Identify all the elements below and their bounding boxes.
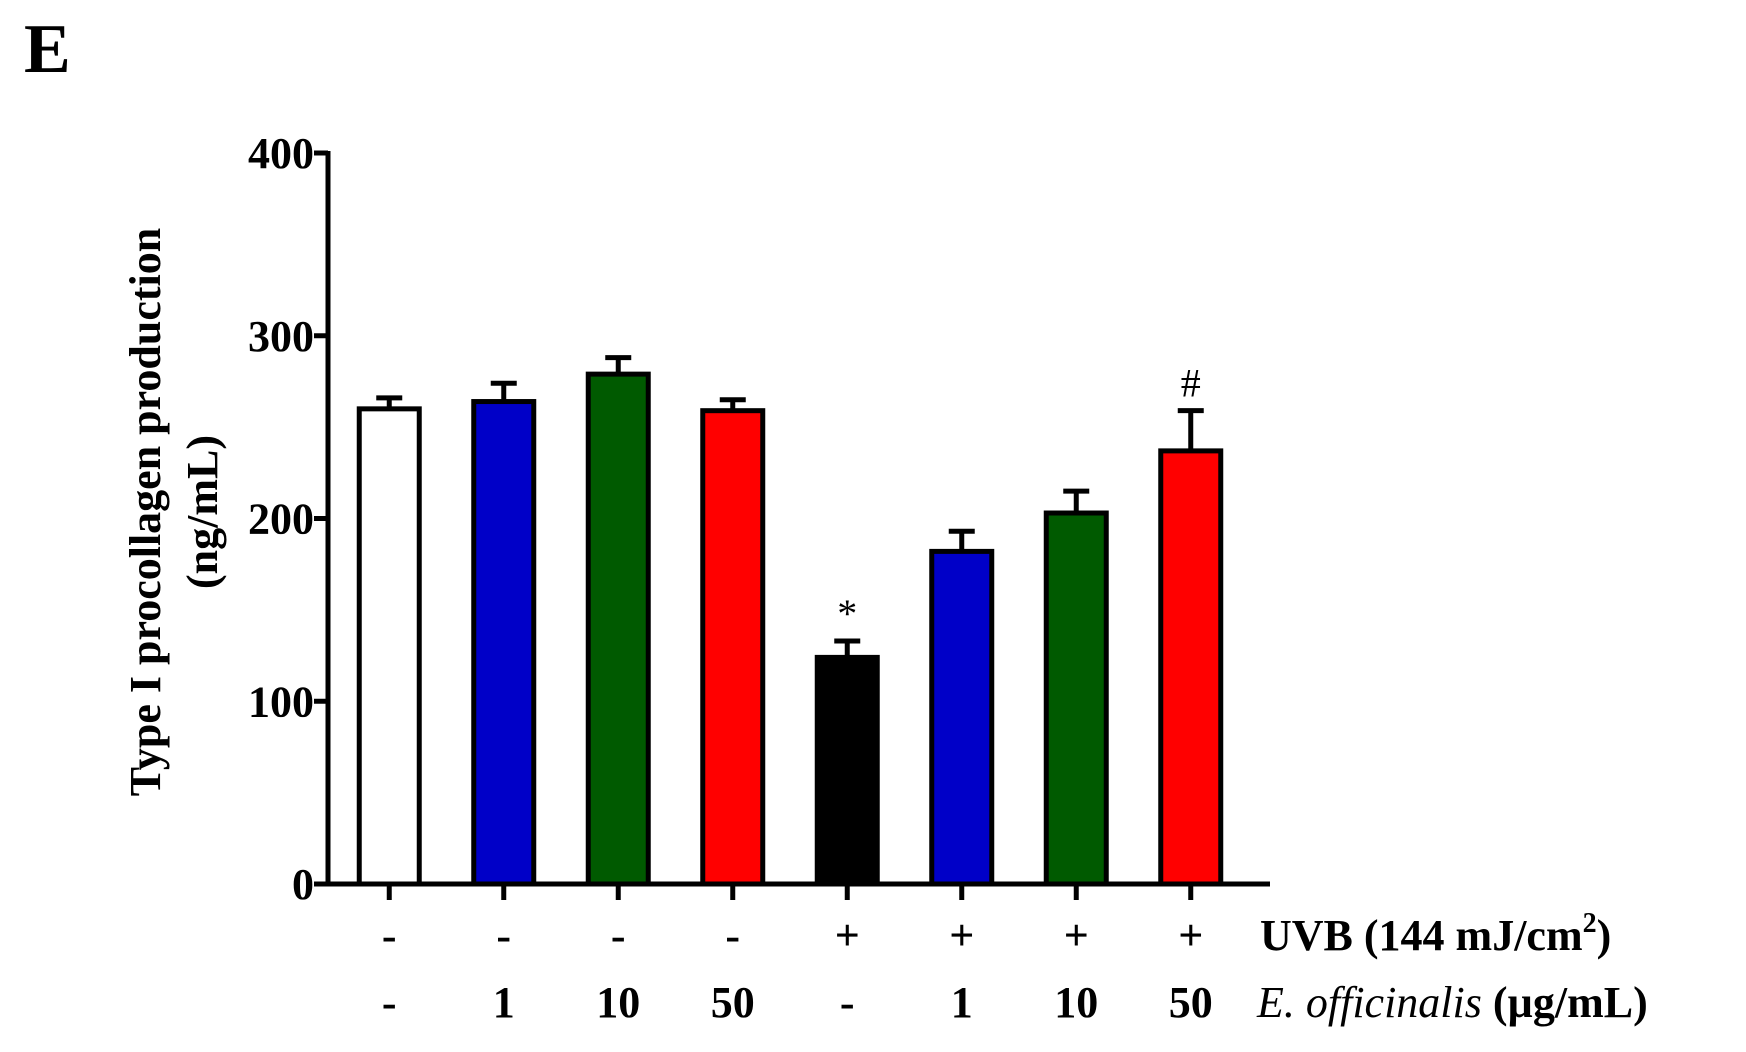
uvb-value-label: -: [611, 911, 626, 960]
y-axis-label: Type I procollagen production (ng/mL): [121, 228, 227, 796]
bar: [471, 399, 537, 887]
uvb-value-label: +: [1064, 911, 1089, 960]
y-tick-label: 100: [248, 677, 314, 726]
uvb-label-end: ): [1597, 911, 1612, 960]
concentration-label: -: [382, 978, 397, 1027]
concentration-label: 50: [711, 978, 755, 1027]
concentration-label: 1: [951, 978, 973, 1027]
y-tick-label: 300: [248, 312, 314, 361]
uvb-row-label: UVB (144 mJ/cm2): [1260, 908, 1611, 960]
y-tick-label: 0: [292, 860, 314, 909]
concentration-label: 10: [596, 978, 640, 1027]
uvb-value-label: -: [382, 911, 397, 960]
extract-label-units: (µg/mL): [1482, 978, 1648, 1027]
uvb-label-main: UVB (144 mJ/cm: [1260, 911, 1583, 960]
extract-label-italic: E. officinalis: [1256, 978, 1482, 1027]
y-axis-label-line2: (ng/mL): [178, 435, 227, 589]
uvb-value-label: -: [496, 911, 511, 960]
bar-annotation: #: [1181, 361, 1201, 406]
uvb-label-superscript: 2: [1583, 908, 1597, 939]
bar: [1158, 448, 1224, 887]
y-axis-label-line1: Type I procollagen production: [121, 228, 170, 796]
y-tick-label: 400: [248, 129, 314, 178]
concentration-label: 10: [1054, 978, 1098, 1027]
concentration-label: 1: [493, 978, 515, 1027]
extract-row-label: E. officinalis (µg/mL): [1256, 978, 1648, 1027]
uvb-value-label: +: [949, 911, 974, 960]
uvb-value-label: +: [1178, 911, 1203, 960]
bar-annotation: *: [837, 591, 857, 636]
x-labels: - - - 1 - 10 - 50 + - +1 +10 +50: [382, 911, 1213, 1027]
bar: [929, 548, 995, 887]
panel-label: E: [24, 11, 71, 88]
bar: [814, 654, 880, 887]
bars: *#: [356, 355, 1224, 887]
bar: [1043, 510, 1109, 887]
concentration-label: 50: [1169, 978, 1213, 1027]
concentration-label: -: [840, 978, 855, 1027]
uvb-value-label: -: [725, 911, 740, 960]
bar: [356, 406, 422, 887]
bar: [585, 371, 651, 887]
y-tick-label: 200: [248, 495, 314, 544]
bar: [700, 408, 766, 887]
uvb-value-label: +: [835, 911, 860, 960]
